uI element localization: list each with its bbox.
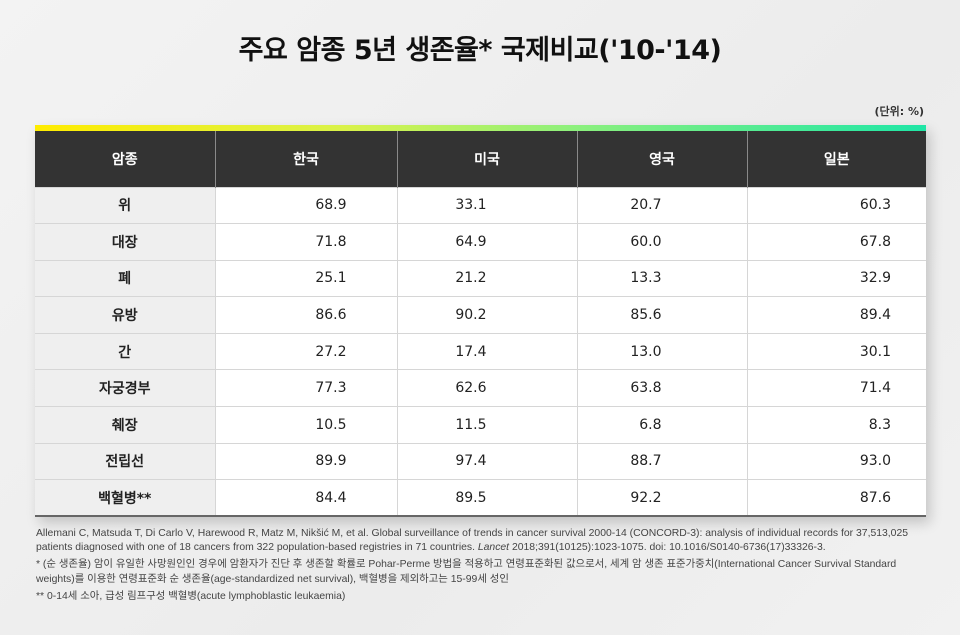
japan-value-cell: 32.9	[746, 259, 926, 297]
usa-value-cell: 33.1	[396, 186, 577, 224]
uk-value-cell: 63.8	[576, 369, 747, 407]
table-row: 백혈병** 84.4 89.5 92.2 87.6	[35, 479, 926, 518]
japan-value-cell: 89.4	[746, 296, 926, 334]
table-row: 자궁경부 77.3 62.6 63.8 71.4	[35, 369, 926, 407]
korea-value-cell: 10.5	[214, 406, 397, 444]
korea-value-cell: 77.3	[214, 369, 397, 407]
korea-value-cell: 86.6	[214, 296, 397, 334]
uk-value-cell: 20.7	[576, 186, 747, 224]
usa-value-cell: 89.5	[396, 479, 577, 518]
footnotes: Allemani C, Matsuda T, Di Carlo V, Harew…	[36, 527, 936, 607]
table-row: 위 68.9 33.1 20.7 60.3	[35, 186, 926, 224]
table-header-row: 암종 한국 미국 영국 일본	[35, 131, 926, 187]
header-korea: 한국	[214, 131, 397, 187]
uk-value-cell: 60.0	[576, 223, 747, 261]
footnote-leukemia: ** 0-14세 소아, 급성 림프구성 백혈병(acute lymphobla…	[36, 590, 346, 602]
japan-value-cell: 93.0	[746, 442, 926, 480]
cancer-name-cell: 췌장	[35, 406, 215, 444]
usa-value-cell: 17.4	[396, 332, 577, 370]
cancer-name-cell: 전립선	[35, 442, 215, 480]
footnote-net-survival: * (순 생존율) 암이 유일한 사망원인인 경우에 암환자가 진단 후 생존할…	[36, 559, 897, 585]
korea-value-cell: 68.9	[214, 186, 397, 224]
cancer-name-cell: 자궁경부	[35, 369, 215, 407]
uk-value-cell: 6.8	[576, 406, 747, 444]
uk-value-cell: 85.6	[576, 296, 747, 334]
japan-value-cell: 87.6	[746, 479, 926, 518]
uk-value-cell: 13.0	[576, 332, 747, 370]
korea-value-cell: 27.2	[214, 332, 397, 370]
journal-name: Lancet	[477, 542, 510, 554]
header-cancer-type: 암종	[35, 131, 215, 187]
header-japan: 일본	[746, 131, 926, 187]
usa-value-cell: 97.4	[396, 442, 577, 480]
usa-value-cell: 62.6	[396, 369, 577, 407]
survival-table: 암종 한국 미국 영국 일본 위 68.9 33.1 20.7 60.3 대장 71.8 64…	[35, 131, 926, 518]
japan-value-cell: 30.1	[746, 332, 926, 370]
cancer-name-cell: 대장	[35, 223, 215, 261]
unit-label: (단위: %)	[874, 105, 924, 118]
page-title: 주요 암종 5년 생존율* 국제비교('10-'14)	[238, 35, 722, 66]
uk-value-cell: 88.7	[576, 442, 747, 480]
uk-value-cell: 13.3	[576, 259, 747, 297]
table-row: 대장 71.8 64.9 60.0 67.8	[35, 223, 926, 261]
korea-value-cell: 25.1	[214, 259, 397, 297]
cancer-name-cell: 유방	[35, 296, 215, 334]
citation: Allemani C, Matsuda T, Di Carlo V, Harew…	[36, 528, 909, 554]
usa-value-cell: 64.9	[396, 223, 577, 261]
table-row: 간 27.2 17.4 13.0 30.1	[35, 332, 926, 370]
cancer-name-cell: 백혈병**	[35, 479, 215, 518]
japan-value-cell: 71.4	[746, 369, 926, 407]
gradient-accent-bar	[35, 125, 926, 131]
cancer-name-cell: 간	[35, 332, 215, 370]
survival-table-container: 암종 한국 미국 영국 일본 위 68.9 33.1 20.7 60.3 대장 71.8 64…	[35, 125, 926, 518]
header-uk: 영국	[576, 131, 747, 187]
korea-value-cell: 84.4	[214, 479, 397, 518]
table-row: 폐 25.1 21.2 13.3 32.9	[35, 259, 926, 297]
usa-value-cell: 11.5	[396, 406, 577, 444]
uk-value-cell: 92.2	[576, 479, 747, 518]
table-row: 췌장 10.5 11.5 6.8 8.3	[35, 406, 926, 444]
japan-value-cell: 67.8	[746, 223, 926, 261]
korea-value-cell: 89.9	[214, 442, 397, 480]
cancer-name-cell: 위	[35, 186, 215, 224]
cancer-name-cell: 폐	[35, 259, 215, 297]
header-usa: 미국	[396, 131, 577, 187]
table-row: 유방 86.6 90.2 85.6 89.4	[35, 296, 926, 334]
usa-value-cell: 90.2	[396, 296, 577, 334]
japan-value-cell: 60.3	[746, 186, 926, 224]
japan-value-cell: 8.3	[746, 406, 926, 444]
table-row: 전립선 89.9 97.4 88.7 93.0	[35, 442, 926, 480]
korea-value-cell: 71.8	[214, 223, 397, 261]
usa-value-cell: 21.2	[396, 259, 577, 297]
